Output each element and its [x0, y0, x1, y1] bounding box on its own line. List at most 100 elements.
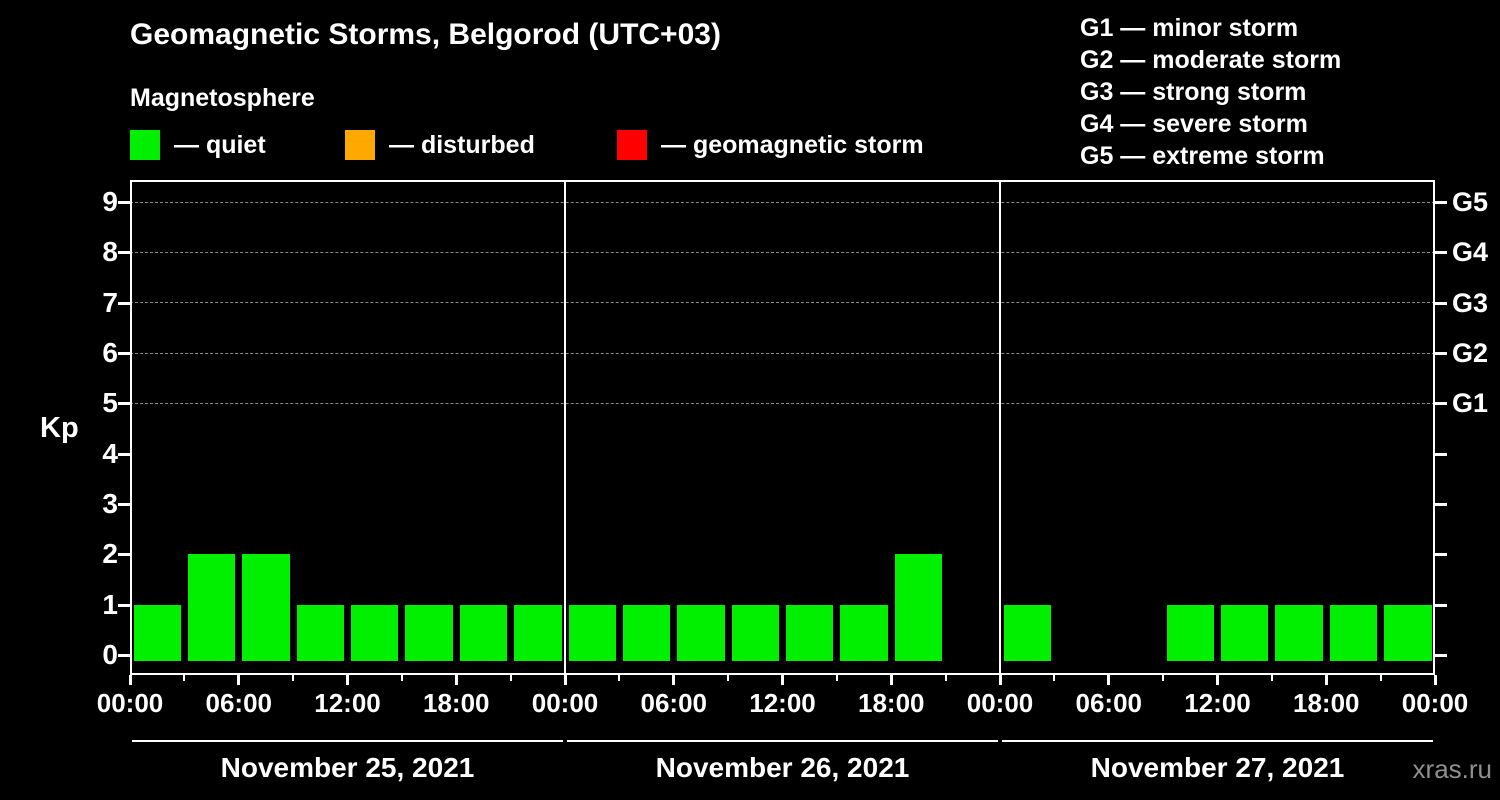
date-label: November 27, 2021	[1090, 752, 1345, 783]
kp-bar	[187, 554, 236, 661]
kp-bar	[786, 604, 834, 661]
day-separator	[564, 180, 566, 675]
gridline-kp7	[130, 302, 1435, 304]
date-line	[567, 740, 998, 742]
x-axis-minor-tick	[618, 675, 621, 681]
x-axis-minor-tick	[183, 675, 186, 681]
y-axis-tick	[118, 301, 130, 305]
storm-scale-legend-item: G2 — moderate storm	[1080, 46, 1342, 74]
x-axis-minor-tick	[1270, 675, 1273, 681]
y-axis-tick-right	[1435, 603, 1447, 607]
x-axis-minor-tick	[1053, 675, 1056, 681]
disturbed-swatch	[345, 130, 375, 160]
x-axis-label: 18:00	[423, 688, 490, 718]
plot-area	[130, 180, 1435, 675]
legend-item-disturbed: — disturbed	[345, 130, 535, 160]
kp-bar	[677, 604, 725, 661]
date-line	[1002, 740, 1433, 742]
kp-bar	[568, 604, 616, 661]
x-axis-tick	[237, 675, 241, 685]
y-axis-label: 9	[102, 186, 118, 217]
right-axis-label-g1: G1	[1452, 388, 1489, 419]
right-axis-label-g3: G3	[1452, 287, 1489, 318]
x-axis-label: 00:00	[1401, 688, 1469, 718]
kp-bar	[1221, 604, 1269, 661]
y-axis-tick	[118, 503, 130, 506]
kp-bar	[1166, 604, 1214, 661]
y-axis-tick-right	[1435, 553, 1447, 557]
kp-bar	[351, 604, 399, 661]
y-axis-label: 2	[102, 538, 118, 570]
kp-bar	[840, 604, 888, 661]
y-axis-tick	[118, 553, 130, 557]
legend-item-geomagnetic-storm: — geomagnetic storm	[617, 130, 924, 160]
kp-bar	[1329, 604, 1378, 661]
x-axis-minor-tick	[727, 675, 730, 681]
y-axis-tick-right	[1435, 251, 1447, 255]
x-axis-minor-tick	[835, 675, 838, 681]
kp-bar	[296, 604, 344, 661]
x-axis-label: 12:00	[314, 688, 381, 718]
y-axis-tick	[118, 402, 130, 406]
y-axis-tick	[118, 603, 130, 607]
x-axis-label: 18:00	[858, 688, 925, 718]
x-axis-label: 06:00	[1075, 688, 1143, 718]
right-axis-label-g4: G4	[1452, 237, 1489, 268]
x-axis-tick	[454, 675, 458, 685]
x-axis-minor-tick	[944, 675, 947, 681]
x-axis-label: 12:00	[749, 688, 816, 718]
x-axis-tick	[672, 675, 676, 685]
kp-bar	[731, 604, 779, 661]
kp-bar	[1384, 604, 1432, 661]
y-axis-label: 7	[102, 286, 118, 318]
x-axis-tick	[998, 675, 1002, 685]
right-axis-label-g5: G5	[1452, 187, 1489, 217]
y-axis-label: 8	[102, 236, 118, 268]
x-axis-label: 00:00	[531, 688, 599, 718]
y-axis-label: 4	[102, 437, 118, 469]
kp-bar	[133, 604, 181, 661]
y-axis-tick-right	[1435, 352, 1447, 355]
y-axis-label: 5	[102, 387, 118, 419]
y-axis-tick-right	[1435, 503, 1447, 506]
x-axis-tick	[1324, 675, 1328, 685]
y-axis-tick	[118, 452, 130, 456]
x-axis-tick	[781, 675, 784, 685]
kp-bar	[1003, 604, 1051, 661]
x-axis-tick	[346, 675, 349, 685]
gridline-kp8	[130, 251, 1435, 253]
magnetosphere-label: Magnetosphere	[130, 84, 315, 112]
chart-title: Geomagnetic Storms, Belgorod (UTC+03)	[130, 18, 721, 51]
kp-bar	[242, 554, 290, 661]
activity-legend: — quiet — disturbed — geomagnetic storm	[0, 130, 1500, 164]
storm-scale-legend-item: G5 — extreme storm	[1080, 142, 1325, 170]
legend-label: — geomagnetic storm	[661, 130, 924, 159]
y-axis-tick-right	[1435, 201, 1447, 204]
legend-label: — disturbed	[389, 130, 535, 159]
date-line	[132, 740, 563, 742]
y-axis-title: Kp	[40, 412, 79, 444]
y-axis-tick	[118, 352, 130, 355]
x-axis-tick	[1433, 675, 1437, 685]
x-axis-tick	[563, 675, 567, 685]
y-axis-tick-right	[1435, 654, 1447, 657]
storm-scale-legend-item: G1 — minor storm	[1080, 14, 1299, 42]
x-axis-label: 00:00	[96, 688, 164, 718]
watermark: xras.ru	[1412, 754, 1492, 784]
y-axis-tick-right	[1435, 402, 1447, 406]
y-axis-tick	[118, 654, 130, 657]
gridline-kp6	[130, 352, 1435, 354]
x-axis-minor-tick	[1162, 675, 1165, 681]
geomagnetic-storm-swatch	[617, 130, 647, 160]
date-label: November 26, 2021	[655, 752, 910, 783]
legend-label: — quiet	[174, 130, 266, 159]
kp-bar	[405, 604, 453, 661]
y-axis-tick-right	[1435, 452, 1447, 456]
x-axis-minor-tick	[400, 675, 403, 681]
kp-bar	[622, 604, 671, 661]
x-axis-label: 06:00	[205, 688, 273, 718]
storm-scale-legend: G1 — minor storm G2 — moderate storm G3 — …	[1080, 12, 1341, 172]
kp-bar	[514, 604, 562, 661]
y-axis-label: 1	[102, 588, 118, 620]
date-label: November 25, 2021	[220, 752, 475, 783]
